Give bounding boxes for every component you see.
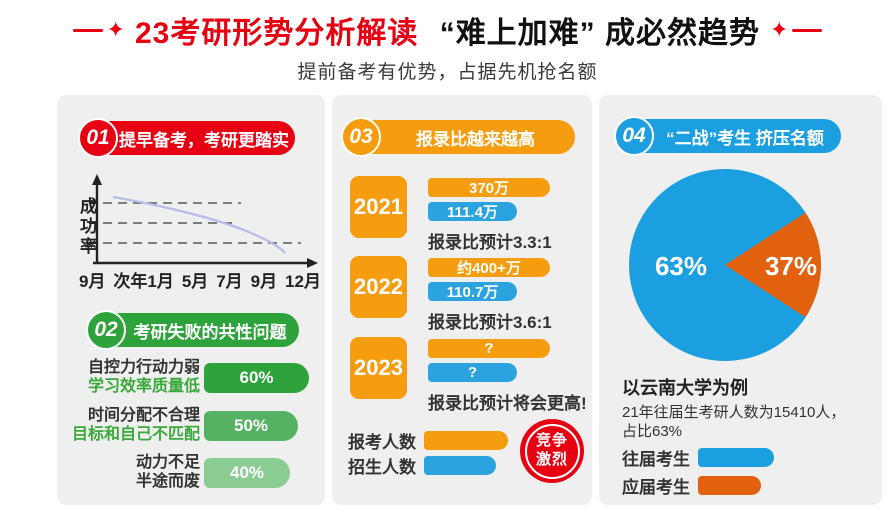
problem-label-line1: 动力不足	[135, 454, 200, 471]
fierce-competition-stamp-text: 竞争 激烈	[524, 423, 580, 479]
applicants-bar: 370万	[428, 178, 550, 197]
line-chart-x-ticks: 9月 次年1月 5月 7月 9月 12月	[79, 267, 321, 292]
admitted-bar: ?	[428, 363, 517, 382]
legend-fresh-label: 应届考生	[622, 478, 690, 497]
legend-applicants: 报考人数	[348, 428, 508, 453]
problem-bar: 60%	[204, 362, 309, 393]
section-03-title: 报录比越来越高	[416, 129, 535, 149]
right-decoration: ✦	[770, 17, 823, 42]
legend-admitted-label: 招生人数	[348, 458, 416, 477]
example-note-line2: 占比63%	[622, 423, 683, 440]
four-pointed-star-icon: ✦	[770, 17, 789, 42]
success-rate-line-chart	[89, 174, 318, 268]
section-01-title: 提早备考，考研更踏实	[119, 130, 289, 150]
admitted-bar: 110.7万	[428, 282, 517, 301]
problem-label-line1: 自控力行动力弱	[87, 359, 200, 376]
panel-admission-ratio: 03 报录比越来越高 2021 370万 111.4万 报录比预计3.3:1 2…	[332, 95, 592, 505]
example-note-title: 以云南大学为例	[622, 378, 748, 398]
y-axis-arrow-icon	[92, 174, 102, 185]
year-group-2022: 2022 约400+万 110.7万 报录比预计3.6:1	[350, 256, 552, 333]
right-rule	[792, 28, 823, 32]
legend-applicants-swatch	[424, 431, 508, 450]
success-rate-curve	[112, 195, 286, 254]
section-04-header: 04 “二战”考生 挤压名额	[614, 116, 841, 156]
applicants-bar: ?	[428, 339, 550, 358]
problem-label-line1: 时间分配不合理	[87, 407, 200, 424]
four-pointed-star-icon: ✦	[106, 17, 125, 42]
problem-label: 时间分配不合理 目标和自己不匹配	[57, 407, 200, 445]
left-rule	[72, 28, 103, 32]
x-tick-label: 9月	[79, 272, 106, 291]
legend-previous-label: 往届考生	[622, 450, 690, 469]
panel-early-preparation: 01 提早备考，考研更踏实 成功率 9月 次年1月 5月 7月 9月 12月 0…	[57, 95, 325, 505]
year-block: 2022	[350, 256, 407, 318]
applicants-bar: 约400+万	[428, 258, 550, 277]
x-tick-label: 9月	[250, 272, 278, 291]
page-title-red: 23考研形势分析解读	[134, 17, 419, 50]
legend-previous-swatch	[698, 448, 774, 467]
x-tick-label: 7月	[216, 272, 243, 291]
legend-admitted: 招生人数	[348, 453, 496, 478]
page-title: 23考研形势分析解读 “难上加难” 成必然趋势	[135, 8, 760, 52]
x-tick-label: 12月	[285, 272, 321, 291]
year-bars: 约400+万 110.7万 报录比预计3.6:1	[428, 256, 552, 333]
legend-applicants-label: 报考人数	[348, 433, 416, 452]
year-block: 2021	[350, 176, 407, 238]
problem-label: 自控力行动力弱 学习效率质量低	[57, 359, 200, 397]
problem-item: 自控力行动力弱 学习效率质量低 60%	[57, 359, 315, 397]
problem-item: 时间分配不合理 目标和自己不匹配 50%	[57, 407, 315, 445]
fierce-competition-stamp: 竞争 激烈	[520, 419, 584, 483]
section-03-badge: 03	[341, 117, 381, 157]
section-02-title: 考研失败的共性问题	[133, 322, 287, 342]
section-01-badge: 01	[78, 118, 118, 158]
pie-label-37: 37%	[764, 251, 818, 281]
page-header: ✦ 23考研形势分析解读 “难上加难” 成必然趋势 ✦	[0, 8, 895, 52]
problem-bar: 40%	[204, 457, 290, 488]
problem-item: 动力不足 半途而废 40%	[57, 454, 315, 492]
year-group-2023: 2023 ? ? 报录比预计将会更高!	[350, 337, 587, 414]
year-group-2021: 2021 370万 111.4万 报录比预计3.3:1	[350, 176, 552, 253]
problem-bar: 50%	[204, 410, 298, 441]
ratio-caption: 报录比预计3.3:1	[428, 233, 552, 252]
problem-label-line2: 目标和自己不匹配	[71, 425, 200, 443]
x-tick-label: 次年1月	[113, 272, 174, 291]
year-bars: 370万 111.4万 报录比预计3.3:1	[428, 176, 552, 253]
section-01-header: 01 提早备考，考研更踏实	[78, 118, 295, 158]
stamp-line1: 竞争	[535, 432, 568, 450]
x-tick-label: 5月	[181, 272, 209, 291]
section-04-title: “二战”考生 挤压名额	[666, 128, 824, 148]
year-block: 2023	[350, 337, 407, 399]
example-note-line1: 21年往届生考研人数为15410人，	[622, 404, 846, 421]
ratio-caption: 报录比预计3.6:1	[428, 313, 552, 332]
stamp-line2: 激烈	[535, 451, 568, 468]
left-decoration: ✦	[72, 17, 125, 42]
section-02-badge: 02	[86, 310, 126, 350]
problem-label-line2: 学习效率质量低	[87, 377, 200, 395]
legend-fresh-candidates: 应届考生	[622, 473, 761, 498]
section-04-badge: 04	[614, 116, 654, 156]
problem-label-line2: 半途而废	[135, 472, 200, 490]
panel-repeat-candidates: 04 “二战”考生 挤压名额 63% 37% 以云南大学为例 21年往届生考研人…	[599, 95, 882, 505]
section-03-header: 03 报录比越来越高	[341, 117, 575, 157]
section-02-header: 02 考研失败的共性问题	[86, 310, 299, 350]
pie-label-63: 63%	[654, 251, 708, 281]
legend-fresh-swatch	[698, 476, 761, 495]
candidates-pie-chart: 63% 37%	[629, 169, 821, 361]
ratio-caption: 报录比预计将会更高!	[428, 394, 587, 413]
admitted-bar: 111.4万	[428, 202, 517, 221]
year-bars: ? ? 报录比预计将会更高!	[428, 337, 587, 414]
problem-label: 动力不足 半途而废	[57, 454, 200, 492]
legend-admitted-swatch	[424, 456, 496, 475]
x-axis-arrow-icon	[307, 258, 318, 268]
page-title-black: “难上加难” 成必然趋势	[439, 17, 761, 50]
page-subtitle: 提前备考有优势，占据先机抢名额	[297, 62, 598, 83]
legend-previous-candidates: 往届考生	[622, 445, 774, 470]
